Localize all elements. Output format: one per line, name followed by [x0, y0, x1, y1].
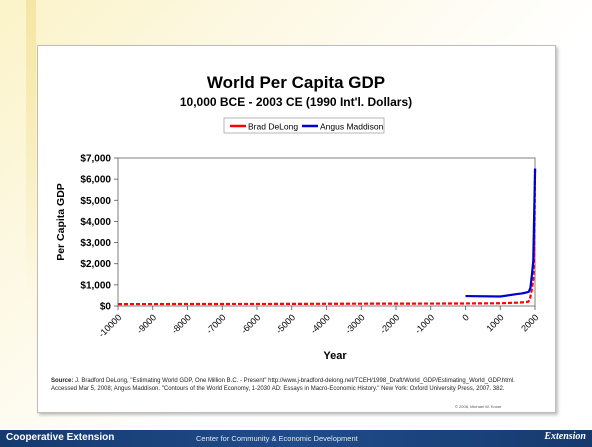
x-tick-label: -9000 — [135, 312, 158, 335]
legend: Brad DeLong Angus Maddison — [223, 117, 385, 134]
x-tick-label: -3000 — [343, 312, 366, 335]
source-label: Source: — [51, 378, 74, 384]
footer-bar: Cooperative Extension Center for Communi… — [0, 430, 592, 447]
slide-accent-bar — [26, 0, 36, 300]
footer-extension-logo: Extension — [544, 431, 586, 442]
y-tick-label: $2,000 — [80, 259, 111, 270]
plot-area: $0 $1,000 $2,000 $3,000 $4,000 $5,000 $6,000 $7… — [80, 154, 540, 340]
gdp-line-chart: World Per Capita GDP 10,000 BCE - 2003 C… — [55, 73, 540, 362]
x-tick-label: -1000 — [413, 312, 436, 335]
legend-label-maddison: Angus Maddison — [320, 122, 384, 132]
x-tick-label: -10000 — [97, 312, 124, 339]
y-tick-label: $4,000 — [80, 217, 111, 228]
footer-center-name: Center for Community & Economic Developm… — [196, 434, 358, 443]
x-tick-label: -5000 — [274, 312, 297, 335]
legend-label-delong: Brad DeLong — [248, 122, 298, 132]
x-tick-label: -2000 — [378, 312, 401, 335]
y-tick-label: $5,000 — [80, 196, 111, 207]
y-tick-label: $1,000 — [80, 280, 111, 291]
chart-subtitle: 10,000 BCE - 2003 CE (1990 Int'l. Dollar… — [180, 95, 412, 109]
y-tick-label: $3,000 — [80, 238, 111, 249]
footer-org-name: Cooperative Extension — [6, 432, 115, 443]
copyright-note: © 2008, Michael W. Kruse — [455, 404, 502, 409]
x-axis-label: Year — [323, 350, 347, 362]
x-tick-label: 0 — [460, 312, 471, 323]
chart-title: World Per Capita GDP — [207, 73, 385, 92]
x-tick-label: -8000 — [170, 312, 193, 335]
y-tick-label: $7,000 — [80, 154, 111, 165]
x-tick-label: -4000 — [309, 312, 332, 335]
series-line-maddison — [465, 168, 537, 298]
x-tick-label: 2000 — [519, 312, 540, 333]
x-tick-label: -6000 — [239, 312, 262, 335]
chart-frame: World Per Capita GDP 10,000 BCE - 2003 C… — [37, 45, 556, 413]
plot-border — [117, 157, 536, 307]
source-note: Source: J. Bradford DeLong, "Estimating … — [51, 378, 541, 393]
y-tick-label: $0 — [100, 302, 112, 313]
source-text: J. Bradford DeLong, "Estimating World GD… — [51, 378, 515, 392]
x-tick-label: 1000 — [484, 312, 505, 333]
y-axis-label: Per Capita GDP — [55, 183, 67, 261]
y-tick-label: $6,000 — [80, 175, 111, 186]
x-tick-label: -7000 — [204, 312, 227, 335]
